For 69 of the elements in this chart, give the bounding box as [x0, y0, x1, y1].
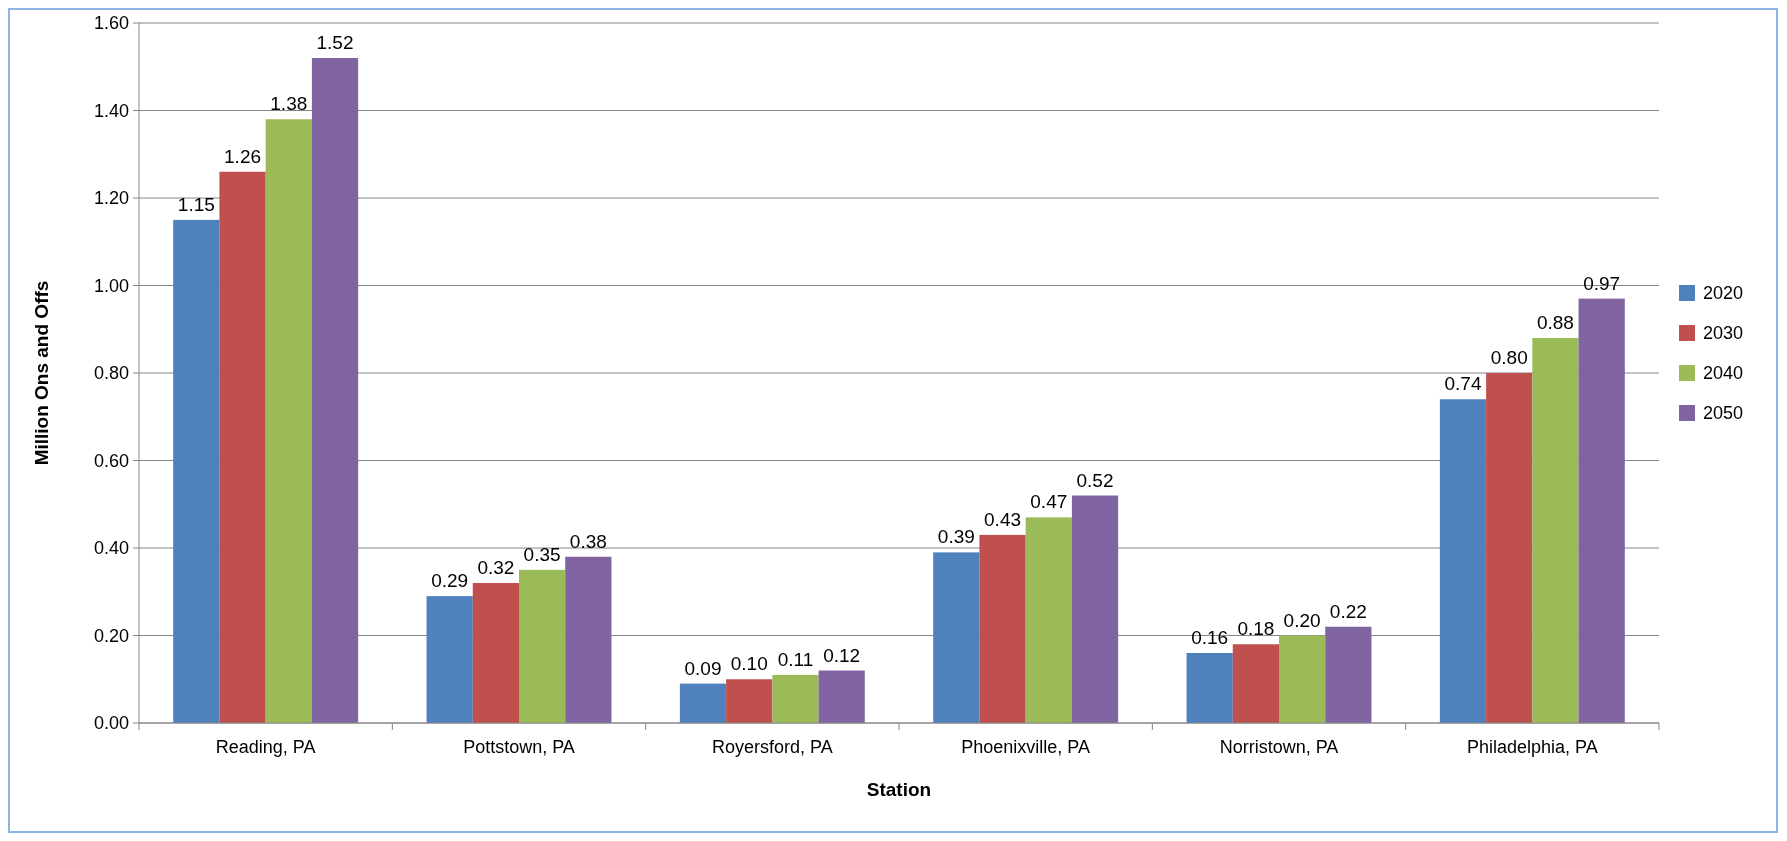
y-tick-label: 1.00 — [93, 275, 129, 296]
y-tick-label: 0.20 — [93, 625, 129, 646]
data-label: 0.29 — [431, 570, 469, 592]
x-tick-label: Philadelphia, PA — [1466, 737, 1598, 757]
data-label: 0.18 — [1237, 618, 1275, 640]
x-tick-label: Reading, PA — [215, 737, 316, 757]
data-label: 0.97 — [1583, 272, 1621, 294]
bar — [519, 569, 566, 723]
x-tick-label: Norristown, PA — [1219, 737, 1339, 757]
bar — [1439, 399, 1487, 723]
bar — [1279, 635, 1326, 723]
data-label: 0.22 — [1329, 600, 1367, 622]
legend-label: 2050 — [1703, 403, 1744, 424]
data-label: 0.32 — [477, 557, 515, 578]
y-tick-label: 0.00 — [93, 713, 129, 734]
data-label: 1.15 — [177, 193, 215, 215]
bar — [1486, 373, 1533, 723]
y-tick-label: 1.20 — [93, 188, 129, 209]
bar — [311, 58, 359, 723]
bar — [679, 683, 727, 723]
data-label: 0.20 — [1283, 609, 1321, 631]
bar — [426, 596, 473, 723]
bar — [1325, 626, 1372, 723]
legend-label: 2030 — [1703, 323, 1744, 344]
bar — [726, 679, 773, 723]
data-label: 0.11 — [777, 648, 814, 670]
x-axis-title: Station — [866, 779, 932, 800]
legend-label: 2040 — [1703, 363, 1744, 384]
bar — [1232, 644, 1279, 723]
data-label: 0.35 — [523, 543, 561, 565]
data-label: 0.16 — [1191, 627, 1229, 648]
bar — [818, 670, 865, 723]
data-label: 1.52 — [316, 32, 354, 53]
data-label: 0.09 — [684, 657, 722, 679]
data-label: 0.52 — [1076, 469, 1114, 491]
data-label: 0.39 — [937, 526, 975, 548]
x-tick-label: Royersford, PA — [711, 737, 833, 757]
bar — [265, 119, 312, 723]
data-label: 0.74 — [1444, 373, 1482, 395]
bar — [1186, 653, 1233, 723]
data-label: 0.80 — [1490, 347, 1528, 368]
data-label: 0.43 — [984, 508, 1022, 530]
bar — [1578, 298, 1625, 723]
bar — [565, 556, 612, 723]
bar — [1071, 495, 1119, 723]
data-label: 0.88 — [1536, 312, 1574, 333]
y-tick-label: 1.40 — [93, 100, 129, 121]
y-tick-label: 0.60 — [93, 450, 129, 471]
y-tick-label: 0.80 — [93, 363, 129, 384]
bar — [1025, 517, 1072, 723]
data-label: 0.47 — [1030, 491, 1068, 513]
bar — [1532, 338, 1579, 723]
x-tick-label: Phoenixville, PA — [961, 737, 1091, 757]
bar — [219, 171, 266, 723]
y-axis-title: Million Ons and Offs — [31, 280, 52, 466]
data-label: 0.10 — [730, 653, 768, 675]
y-tick-label: 0.40 — [93, 538, 129, 559]
y-tick-label: 1.60 — [93, 13, 129, 34]
bar — [173, 219, 220, 723]
bar — [472, 583, 519, 723]
x-tick-label: Pottstown, PA — [463, 737, 575, 757]
data-label: 0.38 — [569, 530, 607, 552]
bar — [979, 534, 1026, 723]
bar — [933, 552, 980, 723]
legend-label: 2020 — [1703, 283, 1744, 304]
data-label: 1.26 — [224, 145, 262, 167]
bar — [772, 674, 819, 723]
data-label: 1.38 — [270, 93, 308, 115]
data-label: 0.12 — [823, 644, 861, 666]
